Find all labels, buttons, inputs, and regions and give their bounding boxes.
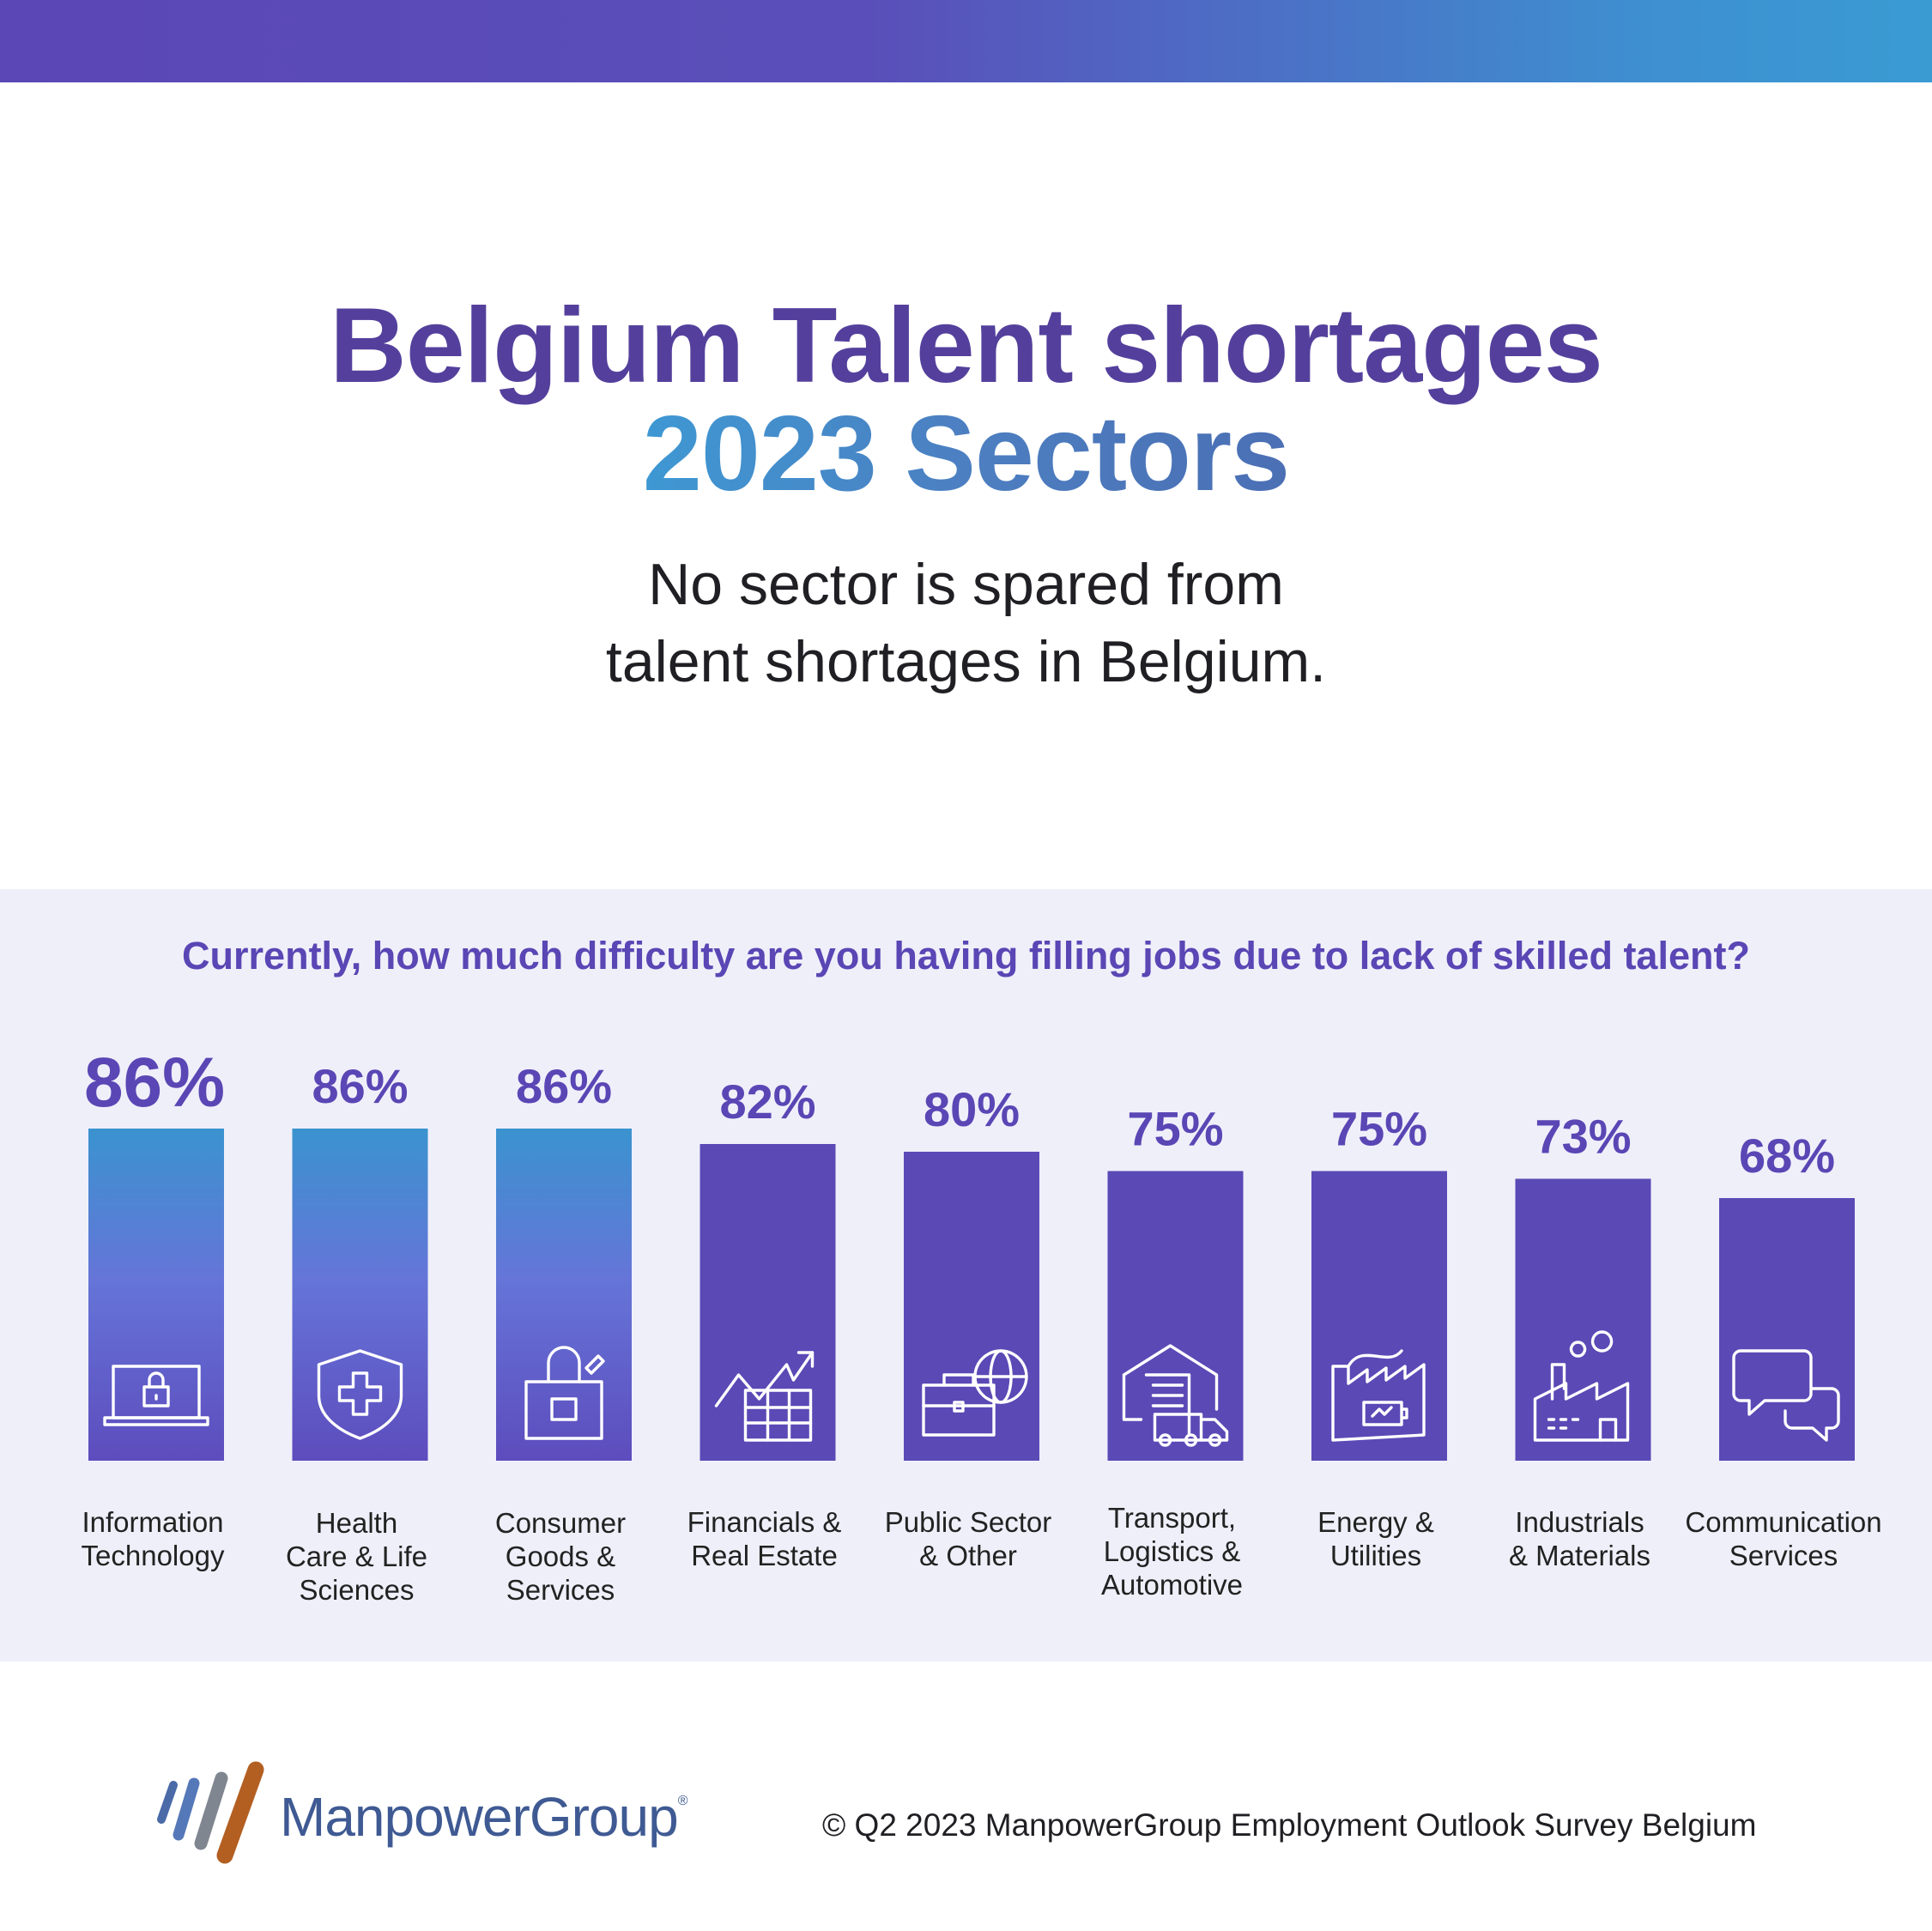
warehouse-truck-icon	[1122, 1344, 1229, 1447]
manpowergroup-logo-icon	[157, 1761, 264, 1864]
bar-1	[88, 1129, 224, 1461]
value-label-1: 86%	[84, 1044, 225, 1122]
chat-bubbles-icon	[1732, 1349, 1840, 1442]
copyright-text: © Q2 2023 ManpowerGroup Employment Outlo…	[822, 1807, 1757, 1843]
factory-battery-icon	[1331, 1349, 1426, 1442]
value-label-2: 86%	[312, 1059, 408, 1113]
category-label-9: Communication Services	[1685, 1506, 1881, 1571]
laptop-lock-icon	[103, 1365, 209, 1426]
bar-2	[292, 1129, 428, 1461]
page-subtitle-year: 2023 Sectors	[0, 398, 1932, 510]
bar-9	[1719, 1198, 1855, 1461]
title-year-text: 2023 Sectors	[642, 395, 1290, 513]
category-label-7: Energy & Utilities	[1317, 1506, 1434, 1571]
shopping-bag-icon	[524, 1346, 605, 1440]
category-label-4: Financials & Real Estate	[687, 1506, 842, 1571]
bar-6	[1107, 1171, 1244, 1461]
category-label-2: Health Care & Life Sciences	[286, 1507, 427, 1606]
brand-name: ManpowerGroup®	[280, 1786, 687, 1848]
bar-5	[904, 1152, 1039, 1461]
value-label-4: 82%	[719, 1074, 815, 1129]
top-gradient-band	[0, 0, 1932, 82]
category-label-6: Transport, Logistics & Automotive	[1101, 1502, 1243, 1601]
value-label-7: 75%	[1331, 1102, 1427, 1156]
value-label-3: 86%	[516, 1059, 612, 1113]
category-label-5: Public Sector & Other	[885, 1506, 1051, 1571]
category-label-1: Information Technology	[82, 1506, 225, 1571]
category-label-8: Industrials & Materials	[1509, 1506, 1650, 1571]
shield-cross-icon	[317, 1349, 403, 1440]
chart-question: Currently, how much difficulty are you h…	[182, 934, 1750, 978]
value-label-6: 75%	[1127, 1102, 1223, 1156]
value-label-8: 73%	[1535, 1110, 1631, 1164]
category-label-3: Consumer Goods & Services	[495, 1507, 626, 1606]
page-title: Belgium Talent shortages	[330, 287, 1603, 405]
subtitle-line-2: talent shortages in Belgium.	[605, 629, 1327, 694]
briefcase-globe-icon	[922, 1349, 1028, 1437]
value-label-9: 68%	[1739, 1129, 1835, 1183]
subtitle-line-1: No sector is spared from	[648, 552, 1284, 617]
bar-3	[496, 1129, 632, 1461]
chart-growth-icon	[714, 1351, 815, 1442]
sector-bar-chart: 86% 86% 86% 82% 80% 75% 75% 73% 68% Information T…	[82, 1044, 1882, 1606]
factory-smoke-icon	[1533, 1330, 1630, 1442]
value-label-5: 80%	[924, 1082, 1020, 1136]
